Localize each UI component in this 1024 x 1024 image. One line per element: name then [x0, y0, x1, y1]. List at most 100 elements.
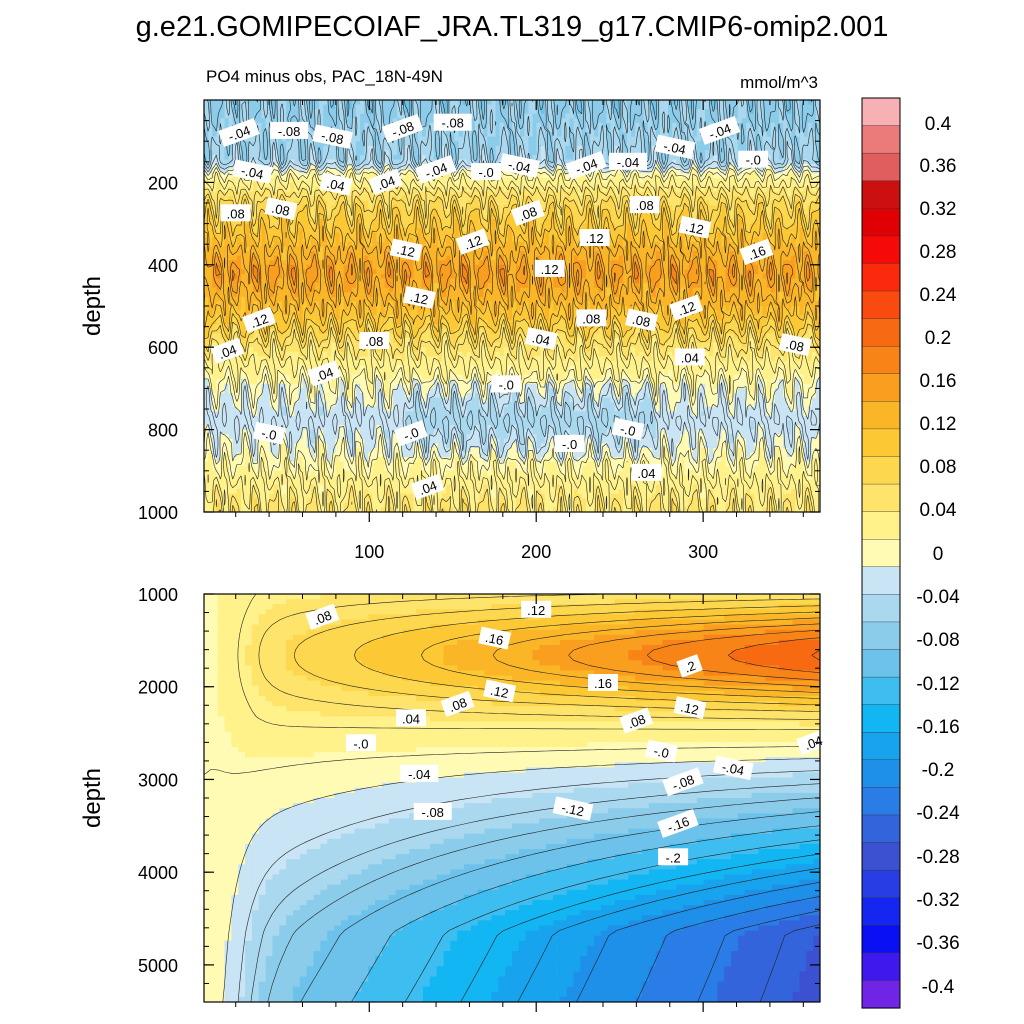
field-cell	[232, 191, 238, 197]
field-cell	[815, 113, 820, 119]
field-cell	[360, 186, 365, 193]
field-cell	[298, 118, 304, 124]
field-cell	[487, 109, 493, 115]
field-cell	[310, 159, 316, 165]
field-cell	[331, 109, 337, 115]
field-cell	[594, 177, 599, 183]
field-cell	[577, 104, 583, 110]
field-cell	[766, 209, 772, 216]
field-cell	[569, 154, 575, 161]
field-cell	[483, 209, 488, 216]
field-cell	[774, 132, 780, 138]
field-cell	[721, 164, 727, 170]
field-cell	[622, 173, 628, 179]
field-cell	[204, 251, 209, 257]
field-cell	[495, 159, 501, 165]
field-cell	[462, 177, 468, 183]
field-cell	[581, 141, 587, 147]
field-cell	[688, 122, 694, 129]
field-cell	[273, 136, 279, 142]
field-cell	[450, 141, 456, 147]
field-cell	[466, 205, 472, 211]
field-cell	[294, 136, 300, 142]
field-cell	[446, 173, 451, 179]
field-cell	[610, 141, 616, 147]
field-cell	[557, 141, 562, 147]
field-cell	[590, 141, 595, 147]
field-cell	[602, 209, 608, 216]
field-cell	[327, 109, 332, 115]
field-cell	[351, 136, 357, 142]
field-cell	[602, 132, 608, 138]
field-cell	[380, 122, 386, 129]
field-cell	[331, 150, 337, 156]
field-cell	[577, 154, 583, 161]
field-cell	[368, 182, 373, 188]
field-cell	[536, 127, 542, 133]
field-cell	[290, 109, 295, 115]
field-cell	[544, 223, 550, 229]
field-cell	[750, 173, 755, 179]
field-cell	[245, 100, 250, 106]
field-cell	[626, 109, 632, 115]
field-cell	[232, 100, 238, 106]
field-cell	[318, 251, 324, 257]
field-cell	[569, 132, 575, 138]
field-cell	[717, 113, 723, 119]
field-cell	[602, 154, 608, 161]
field-cell	[758, 136, 764, 142]
field-cell	[774, 141, 780, 147]
field-cell	[750, 191, 755, 197]
field-cell	[204, 100, 209, 106]
field-cell	[729, 186, 735, 193]
field-cell	[766, 168, 772, 174]
field-cell	[598, 100, 603, 106]
field-cell	[795, 136, 801, 142]
field-cell	[791, 219, 796, 225]
field-cell	[257, 246, 263, 252]
field-cell	[655, 173, 661, 179]
field-cell	[273, 191, 279, 197]
field-cell	[343, 223, 349, 229]
field-cell	[327, 223, 332, 229]
field-cell	[318, 113, 324, 119]
field-cell	[360, 219, 365, 225]
field-cell	[458, 154, 464, 161]
field-cell	[355, 122, 361, 129]
field-cell	[446, 141, 451, 147]
field-cell	[741, 145, 747, 151]
field-cell	[516, 104, 521, 110]
field-cell	[561, 122, 566, 129]
field-cell	[598, 182, 603, 188]
field-cell	[536, 237, 542, 243]
field-cell	[659, 228, 665, 234]
field-cell	[290, 113, 295, 119]
field-cell	[495, 100, 501, 106]
field-cell	[306, 173, 312, 179]
field-cell	[778, 113, 784, 119]
field-cell	[680, 122, 686, 129]
field-cell	[208, 251, 213, 257]
field-cell	[384, 118, 390, 124]
field-cell	[216, 127, 222, 133]
field-cell	[413, 173, 419, 179]
field-cell	[495, 136, 501, 142]
field-cell	[290, 100, 295, 106]
field-cell	[573, 182, 579, 188]
field-cell	[754, 191, 759, 197]
field-cell	[454, 232, 460, 238]
field-cell	[774, 150, 780, 156]
field-cell	[639, 122, 645, 129]
field-cell	[803, 173, 809, 179]
field-cell	[618, 182, 624, 188]
field-cell	[532, 141, 538, 147]
field-cell	[655, 132, 661, 138]
field-cell	[713, 219, 718, 225]
field-cell	[507, 182, 513, 188]
field-cell	[540, 136, 546, 142]
field-cell	[725, 104, 731, 110]
field-cell	[438, 182, 443, 188]
field-cell	[368, 100, 373, 106]
field-cell	[318, 177, 324, 183]
field-cell	[220, 154, 226, 161]
